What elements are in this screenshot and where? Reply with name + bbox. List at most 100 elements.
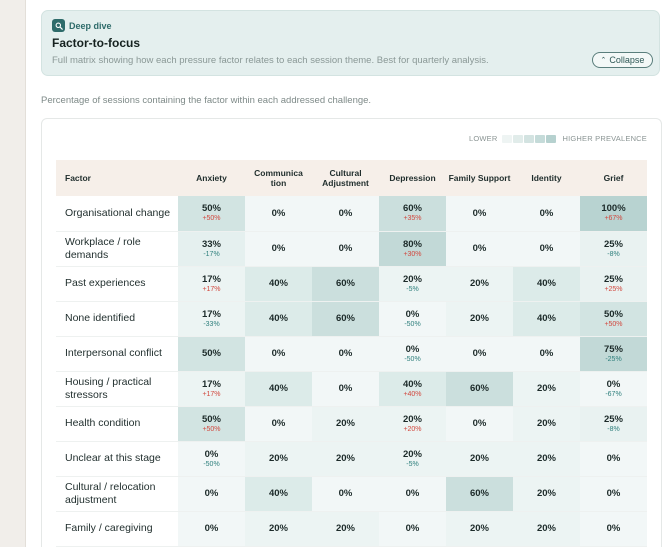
cell-percentage: 50% [201,348,221,359]
cell-percentage: 80% [402,238,422,250]
matrix-cell[interactable]: 20% [513,441,580,477]
matrix-cell[interactable]: 0% [312,196,379,232]
column-header: Cultural Adjustment [312,160,379,196]
cell-percentage: 0% [606,488,621,499]
table-row: Housing / practical stressors 17% +17% 40% 0… [56,371,647,407]
cell-percentage: 20% [536,383,556,394]
matrix-cell[interactable]: 0% [513,231,580,267]
matrix-cell[interactable]: 20% -5% [379,266,446,302]
matrix-cell[interactable]: 75% -25% [580,336,647,372]
cell-percentage: 0% [271,243,286,254]
matrix-cell[interactable]: 25% -8% [580,406,647,442]
matrix-cell[interactable]: 80% +30% [379,231,446,267]
matrix-cell[interactable]: 0% [312,336,379,372]
matrix-cell[interactable]: 0% [446,196,513,232]
matrix-cell[interactable]: 0% [580,441,647,477]
matrix-cell[interactable]: 60% [312,301,379,337]
matrix-cell[interactable]: 0% [245,336,312,372]
matrix-cell[interactable]: 60% [446,476,513,512]
matrix-cell[interactable]: 50% +50% [178,406,245,442]
cell-percentage: 20% [402,413,422,425]
matrix-cell[interactable]: 0% [580,511,647,547]
matrix-cell[interactable]: 40% [245,301,312,337]
matrix-cell[interactable]: 0% [245,231,312,267]
matrix-cell[interactable]: 0% [312,476,379,512]
matrix-cell[interactable]: 20% -5% [379,441,446,477]
matrix-cell[interactable]: 100% +67% [580,196,647,232]
matrix-cell[interactable]: 0% [446,336,513,372]
matrix-cell[interactable]: 20% [446,441,513,477]
matrix-cell[interactable]: 0% [446,406,513,442]
matrix-cell[interactable]: 0% [446,231,513,267]
matrix-cell[interactable]: 0% -67% [580,371,647,407]
factor-label: Past experiences [56,266,178,302]
cell-percentage: 20% [335,523,355,534]
matrix-cell[interactable]: 20% [513,476,580,512]
matrix-cell[interactable]: 20% [513,371,580,407]
legend-swatch [535,134,546,143]
cell-percentage: 0% [405,523,420,534]
matrix-cell[interactable]: 20% [312,406,379,442]
cell-delta: -17% [203,250,220,258]
matrix-cell[interactable]: 20% [245,441,312,477]
matrix-cell[interactable]: 40% [245,371,312,407]
matrix-cell[interactable]: 17% +17% [178,266,245,302]
matrix-cell[interactable]: 0% [580,476,647,512]
matrix-cell[interactable]: 20% [446,266,513,302]
matrix-cell[interactable]: 25% +25% [580,266,647,302]
matrix-cell[interactable]: 17% -33% [178,301,245,337]
matrix-cell[interactable]: 20% [312,511,379,547]
matrix-cell[interactable]: 0% [513,336,580,372]
matrix-cell[interactable]: 60% [446,371,513,407]
matrix-cell[interactable]: 20% [446,511,513,547]
matrix-cell[interactable]: 0% [312,231,379,267]
legend-swatch [502,134,513,143]
matrix-cell[interactable]: 0% [245,406,312,442]
matrix-cell[interactable]: 20% [513,511,580,547]
matrix-cell[interactable]: 0% [513,196,580,232]
cell-percentage: 0% [271,418,286,429]
matrix-cell[interactable]: 60% [312,266,379,302]
matrix-cell[interactable]: 0% [379,511,446,547]
matrix-cell[interactable]: 40% [245,266,312,302]
matrix-cell[interactable]: 0% [245,196,312,232]
cell-percentage: 20% [469,313,489,324]
matrix-cell[interactable]: 0% -50% [379,336,446,372]
matrix-cell[interactable]: 20% +20% [379,406,446,442]
matrix-cell[interactable]: 0% [178,511,245,547]
matrix-cell[interactable]: 60% +35% [379,196,446,232]
matrix-cell[interactable]: 50% [178,336,245,372]
cell-delta: +20% [403,425,422,433]
cell-percentage: 33% [201,238,221,250]
cell-delta: -50% [404,320,421,328]
matrix-cell[interactable]: 40% +40% [379,371,446,407]
factor-label: Housing / practical stressors [56,371,178,407]
collapse-button[interactable]: ⌃ Collapse [592,52,653,68]
matrix-cell[interactable]: 40% [245,476,312,512]
matrix-cell[interactable]: 0% [312,371,379,407]
matrix-cell[interactable]: 50% +50% [178,196,245,232]
column-header: Identity [513,160,580,196]
matrix-cell[interactable]: 0% -50% [178,441,245,477]
matrix-cell[interactable]: 20% [513,406,580,442]
cell-percentage: 0% [472,418,487,429]
matrix-cell[interactable]: 40% [513,266,580,302]
table-row: Interpersonal conflict 50% 0% 0% 0% -50% 0% 0% 7… [56,336,647,372]
matrix-cell[interactable]: 25% -8% [580,231,647,267]
cell-delta: +40% [403,390,422,398]
cell-delta: -8% [607,250,620,258]
matrix-cell[interactable]: 40% [513,301,580,337]
matrix-cell[interactable]: 20% [312,441,379,477]
matrix-cell[interactable]: 0% [379,476,446,512]
cell-percentage: 40% [268,278,288,289]
matrix-cell[interactable]: 33% -17% [178,231,245,267]
matrix-cell[interactable]: 20% [446,301,513,337]
matrix-cell[interactable]: 17% +17% [178,371,245,407]
matrix-cell[interactable]: 20% [245,511,312,547]
factor-label: Health condition [56,406,178,442]
matrix-cell[interactable]: 50% +50% [580,301,647,337]
cell-delta: +25% [604,285,623,293]
matrix-cell[interactable]: 0% -50% [379,301,446,337]
matrix-cell[interactable]: 0% [178,476,245,512]
cell-percentage: 0% [338,207,353,219]
